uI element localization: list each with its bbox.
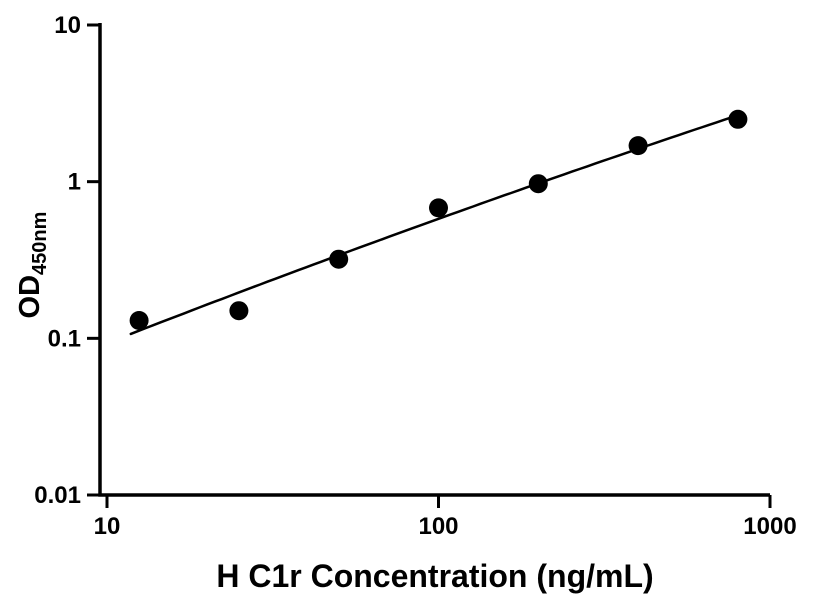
data-point	[728, 109, 748, 129]
y-tick-label: 0.1	[48, 325, 81, 352]
data-point	[429, 198, 448, 218]
y-tick-label: 10	[54, 12, 81, 39]
x-tick-label: 100	[418, 513, 458, 540]
y-tick-label: 1	[68, 169, 81, 196]
fit-curve-line	[129, 113, 741, 336]
y-axis-title: OD450nm	[14, 212, 52, 319]
data-point	[229, 301, 249, 321]
y-tick-label: 0.01	[34, 482, 81, 509]
y-axis-title-subscript: 450nm	[28, 211, 51, 275]
x-tick-label: 10	[94, 513, 121, 540]
y-axis-title-text: OD	[14, 274, 47, 319]
axes	[98, 23, 770, 497]
x-axis-title: H C1r Concentration (ng/mL)	[100, 558, 770, 595]
x-axis-title-text: H C1r Concentration (ng/mL)	[216, 558, 654, 594]
data-point	[329, 249, 349, 269]
data-point	[129, 311, 149, 330]
data-point	[528, 174, 548, 194]
data-point	[628, 136, 648, 156]
x-tick-label: 1000	[743, 513, 796, 540]
